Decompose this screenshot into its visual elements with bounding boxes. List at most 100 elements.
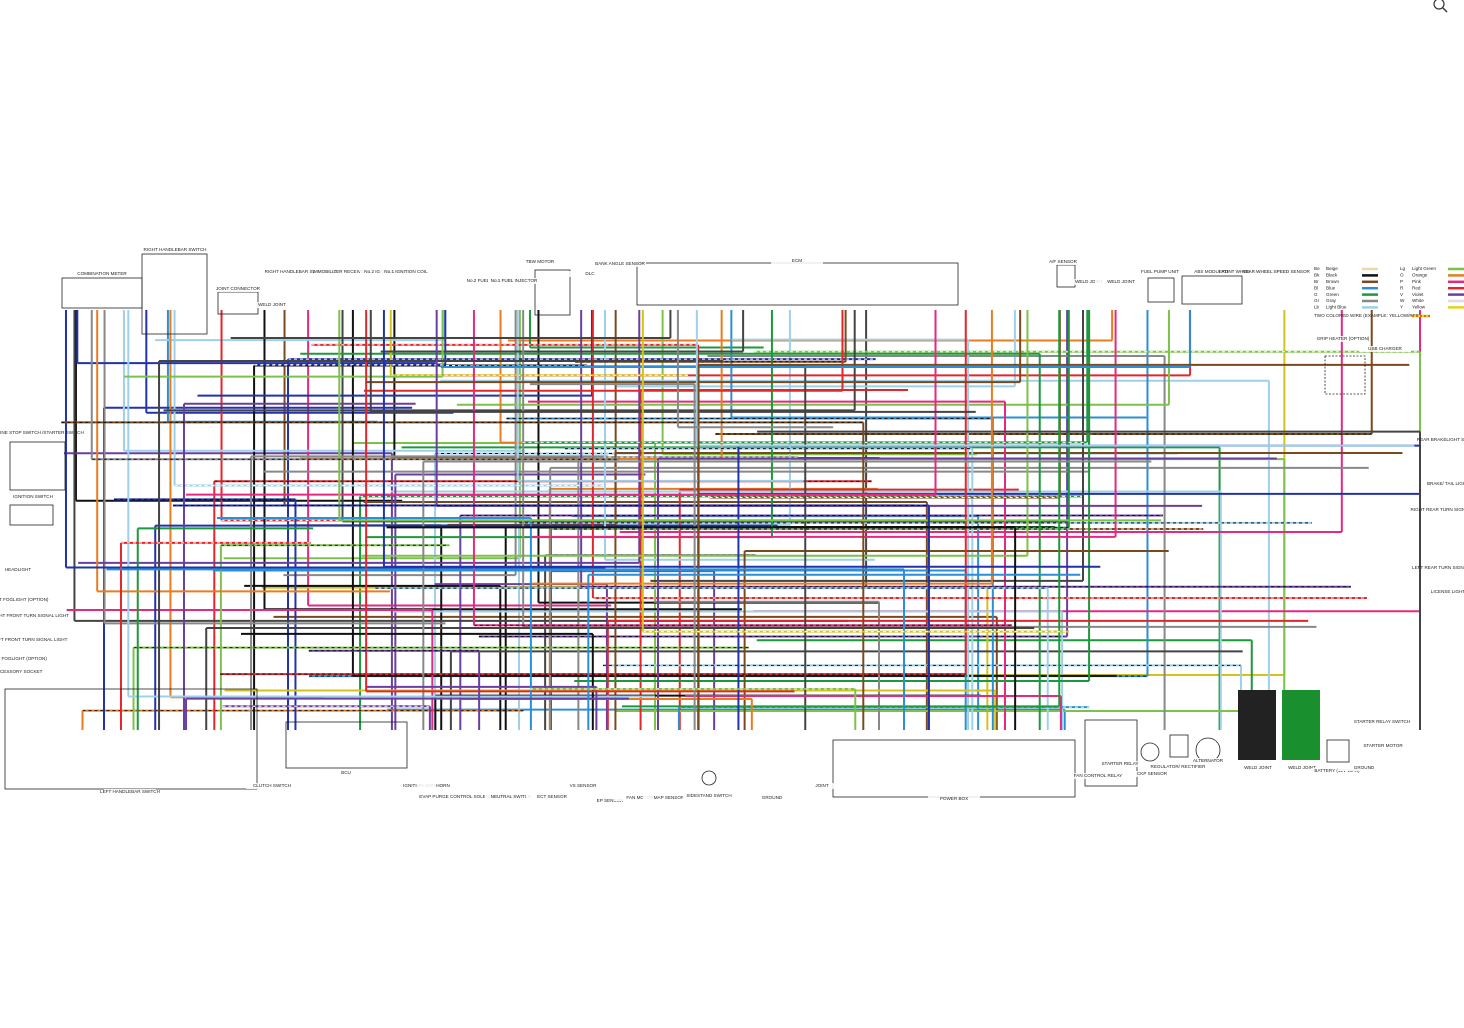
legend-name: Black bbox=[1326, 273, 1338, 278]
legend-code: R bbox=[1400, 285, 1404, 290]
legend-code: Bl bbox=[1314, 285, 1318, 290]
component-label: WELD JOINT bbox=[1288, 765, 1316, 770]
legend-code: Lb bbox=[1314, 305, 1320, 310]
engine-stop-table bbox=[9, 441, 66, 491]
component-label: GROUND bbox=[1354, 765, 1375, 770]
label-bg bbox=[0, 656, 44, 662]
label-bg bbox=[417, 783, 469, 789]
fuel-pump-box bbox=[1147, 277, 1175, 303]
label-bg bbox=[212, 286, 264, 292]
component-label: REAR WHEEL SPEED SENSOR bbox=[1242, 269, 1310, 274]
label-bg bbox=[1037, 259, 1089, 265]
component-label: TBW MOTOR bbox=[526, 259, 555, 264]
label-bg bbox=[246, 783, 298, 789]
label-bg bbox=[149, 247, 201, 253]
fan-relay-box bbox=[1084, 719, 1138, 787]
ignition-table bbox=[9, 504, 54, 526]
label-bg bbox=[514, 259, 566, 265]
component-label: LEFT FOGLIGHT (OPTION) bbox=[0, 656, 47, 661]
label-bg bbox=[928, 796, 980, 802]
label-bg bbox=[526, 794, 578, 800]
label-bg bbox=[1072, 773, 1124, 779]
sidestand-symbol bbox=[701, 770, 717, 786]
legend-name: Yellow bbox=[1412, 305, 1426, 310]
label-bg bbox=[440, 794, 492, 800]
legend-code: P bbox=[1400, 279, 1403, 284]
component-label: EVAP PURGE CONTROL SOLENOID VALVE bbox=[419, 794, 512, 799]
legend-code: G bbox=[1314, 292, 1318, 297]
label-bg bbox=[1126, 771, 1178, 777]
component-label: LICENSE LIGHT bbox=[1431, 589, 1464, 594]
legend-code: W bbox=[1400, 298, 1405, 303]
zoom-icon[interactable] bbox=[1433, 0, 1445, 10]
component-label: BRAKE/ TAIL LIGHT bbox=[1427, 481, 1464, 486]
legend-code: Br bbox=[1314, 279, 1319, 284]
component-label: EP SENSOR bbox=[597, 798, 624, 803]
label-bg bbox=[614, 795, 666, 801]
legend-name: Red bbox=[1412, 285, 1421, 290]
label-bg bbox=[0, 669, 44, 675]
abs-box bbox=[1181, 275, 1243, 305]
regulator-symbol bbox=[1169, 734, 1189, 758]
component-label: LEFT HANDLEBAR SWITCH bbox=[100, 789, 160, 794]
weld-joint-block bbox=[1238, 690, 1276, 760]
component-label: A/F SENSOR bbox=[1049, 259, 1078, 264]
component-label: No.1 FUEL INJECTOR bbox=[491, 278, 538, 283]
component-label: LEFT REAR TURN SIGNAL LIGHT bbox=[1412, 565, 1464, 570]
legend-name: Light Blue bbox=[1326, 305, 1347, 310]
component-label: GRIP HEATER (OPTION) bbox=[1317, 336, 1370, 341]
label-bg bbox=[4, 637, 56, 643]
component-label: WELD JOINT bbox=[1244, 765, 1272, 770]
label-bg bbox=[1182, 758, 1234, 764]
label-bg bbox=[584, 798, 636, 804]
label-bg bbox=[643, 795, 695, 801]
label-bg bbox=[1152, 764, 1204, 770]
legend: Be Beige Bk Black Br Brown Bl Blue G Green Gr Gray L… bbox=[1314, 266, 1464, 318]
label-bg bbox=[1188, 269, 1240, 275]
component-label: JOINT CONNECTOR bbox=[216, 286, 261, 291]
legend-name: Brown bbox=[1326, 279, 1339, 284]
grip-heater-box bbox=[1324, 355, 1366, 395]
label-bg bbox=[1356, 719, 1408, 725]
component-label: FAN CONTROL RELAY bbox=[1074, 773, 1123, 778]
ckp-symbol bbox=[1140, 742, 1160, 762]
component-label: VS SENSOR bbox=[570, 783, 597, 788]
label-bg bbox=[246, 302, 298, 308]
component-label: IGNITION SWITCH bbox=[13, 494, 53, 499]
legend-name: Violet bbox=[1412, 292, 1424, 297]
label-bg bbox=[104, 789, 156, 795]
legend-code: Lg bbox=[1400, 266, 1406, 271]
component-label: STARTER RELAY bbox=[1101, 761, 1138, 766]
component-label: WELD JOINT bbox=[1075, 279, 1103, 284]
right-handlebar-box bbox=[141, 253, 208, 335]
component-label: ECM bbox=[792, 258, 802, 263]
label-bg bbox=[485, 794, 537, 800]
label-bg bbox=[594, 261, 646, 267]
component-label: WELD JOINT bbox=[258, 302, 286, 307]
label-bg bbox=[557, 783, 609, 789]
component-label: HEADLIGHT bbox=[5, 567, 31, 572]
label-bg bbox=[7, 494, 59, 500]
battery-symbol bbox=[1326, 739, 1350, 763]
label-bg bbox=[1311, 768, 1363, 774]
component-label: HORN bbox=[436, 783, 450, 788]
tbw-box bbox=[534, 269, 571, 316]
label-bg bbox=[1094, 761, 1146, 767]
label-bg bbox=[314, 269, 366, 275]
component-label: WELD JOINT bbox=[1107, 279, 1135, 284]
component-label: SIDESTAND SWITCH bbox=[686, 793, 731, 798]
label-bg bbox=[380, 269, 432, 275]
legend-name: Green bbox=[1326, 292, 1339, 297]
zoom-icon-handle bbox=[1442, 7, 1448, 13]
component-label: ABS MODULATOR bbox=[1194, 269, 1234, 274]
label-bg bbox=[683, 793, 735, 799]
legend-note: TWO COLORED WIRE (EXAMPLE: YELLOW/RED) bbox=[1314, 313, 1421, 318]
label-bg bbox=[0, 567, 44, 573]
legend-code: Bk bbox=[1314, 273, 1320, 278]
component-label: CKP SENSOR bbox=[1137, 771, 1168, 776]
component-label: DLC bbox=[585, 271, 595, 276]
component-label: BANK ANGLE SENSOR bbox=[595, 261, 645, 266]
component-label: No.1 IGNITION COIL bbox=[384, 269, 428, 274]
